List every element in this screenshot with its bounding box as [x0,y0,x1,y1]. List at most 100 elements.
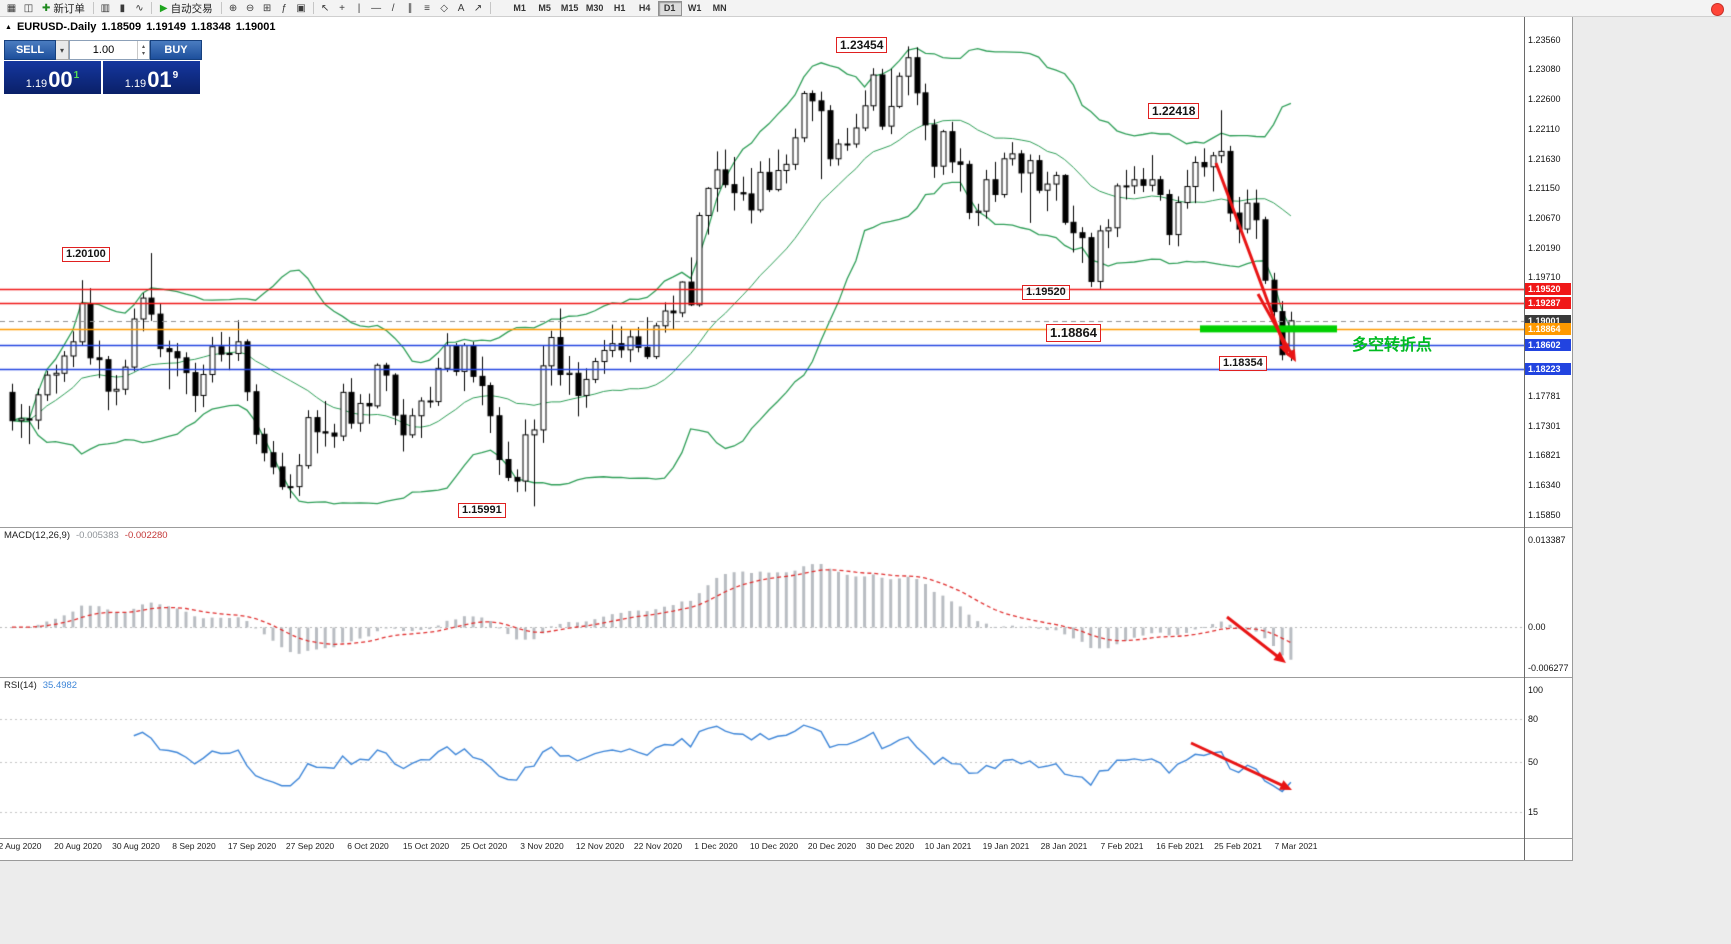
toolbar-separator [312,2,314,14]
line-chart-icon[interactable]: ∿ [135,2,144,14]
price-label-annotation[interactable]: 1.18354 [1219,356,1267,372]
turning-point-note[interactable]: 多空转折点 [1352,337,1433,354]
objects-list-icon[interactable]: ▣ [296,2,306,14]
zoom-out-icon[interactable]: ⊖ [245,2,255,14]
timeframe-h1[interactable]: H1 [613,3,626,13]
order-type-dropdown[interactable]: ▾ [56,40,69,60]
new-order-button[interactable]: ✚ 新订单 [37,1,90,16]
trendline-icon[interactable]: / [391,2,395,14]
date-axis-label: 15 Oct 2020 [402,841,450,851]
chart-profiles-icon[interactable]: ◫ [23,2,34,14]
date-axis-label: 25 Feb 2021 [1214,841,1262,851]
toolbar-separator [150,2,152,14]
bar-chart-icon[interactable]: ▥ [100,2,111,14]
sell-price-pipette: 1 [73,70,80,81]
date-axis-label: 30 Aug 2020 [112,841,160,851]
zoom-in-icon[interactable]: ⊕ [228,2,238,14]
time-axis[interactable] [0,838,1572,859]
panel-separator[interactable] [0,527,1572,528]
timeframe-toolbar: M1 M5 M15 M30 H1 H4 D1 W1 MN [508,0,732,16]
price-axis-label: 1.20670 [1528,212,1561,223]
buy-button[interactable]: BUY [150,40,202,60]
timeframe-m30[interactable]: M30 [585,3,604,13]
price-label-annotation[interactable]: 1.19520 [1022,285,1070,301]
price-axis-label: 1.23560 [1528,34,1561,45]
macd-name: MACD(12,26,9) [4,530,70,541]
autotrading-button[interactable]: ▶ 自动交易 [155,1,218,16]
shapes-icon[interactable]: ◇ [440,2,448,14]
date-axis-label: 10 Jan 2021 [924,841,972,851]
price-axis-tag: 1.18864 [1525,323,1571,336]
macd-axis-label: 0.013387 [1528,535,1566,545]
date-axis-label: 25 Oct 2020 [460,841,508,851]
timeframe-h4[interactable]: H4 [638,3,651,13]
price-chart-canvas[interactable] [0,17,1524,528]
chart-info: ▲ EURUSD-.Daily 1.18509 1.19149 1.18348 … [5,21,275,33]
one-click-trading-panel: SELL ▾ 1.00 ▴ ▾ BUY 1.19 00 1 1.19 01 9 [4,40,202,94]
record-indicator-icon [1711,3,1724,16]
volume-input[interactable]: 1.00 ▴ ▾ [69,40,150,60]
timeframe-mn[interactable]: MN [712,3,727,13]
buy-price-display[interactable]: 1.19 01 9 [103,61,200,94]
timeframe-w1[interactable]: W1 [687,3,702,13]
rsi-panel-canvas[interactable] [0,678,1524,837]
channel-icon[interactable]: ∥ [407,2,413,14]
price-axis-label: 1.21630 [1528,153,1561,164]
rsi-indicator-label: RSI(14) 35.4982 [4,680,77,691]
price-label-annotation[interactable]: 1.22418 [1148,103,1200,120]
price-axis-tag: 1.18223 [1525,362,1571,375]
buy-price-pipette: 9 [172,70,179,81]
timeframe-m1[interactable]: M1 [513,3,526,13]
volume-spinner[interactable]: ▴ ▾ [137,41,149,59]
macd-panel-canvas[interactable] [0,528,1524,677]
rsi-axis-label: 50 [1528,757,1539,767]
spinner-up-icon[interactable]: ▴ [141,44,145,50]
price-label-annotation[interactable]: 1.18864 [1046,324,1101,342]
macd-indicator-label: MACD(12,26,9) -0.005383 -0.002280 [4,530,168,541]
chart-low-value: 1.18348 [190,21,231,33]
autotrading-icon: ▶ [159,2,168,14]
date-axis-label: 8 Sep 2020 [172,841,216,851]
price-axis-label: 1.22110 [1528,124,1560,135]
rsi-value: 35.4982 [42,680,78,691]
price-label-annotation[interactable]: 1.20100 [62,247,110,263]
sell-button[interactable]: SELL [4,40,56,60]
price-axis-tag: 1.19287 [1525,297,1571,310]
price-axis-label: 1.16340 [1528,479,1561,490]
date-axis-label: 22 Nov 2020 [633,841,683,851]
spinner-down-icon[interactable]: ▾ [141,51,145,57]
timeframe-d1[interactable]: D1 [657,0,682,16]
text-icon[interactable]: A [457,2,465,14]
panel-separator[interactable] [0,677,1572,678]
timeframe-m15[interactable]: M15 [560,3,579,13]
vertical-line-icon[interactable]: | [357,2,361,14]
date-axis-label: 16 Feb 2021 [1156,841,1204,851]
chevron-down-icon: ▾ [59,45,64,55]
cursor-icon[interactable]: ↖ [320,2,330,14]
new-order-icon: ✚ [42,2,51,14]
volume-value: 1.00 [92,44,115,56]
price-axis-border [1524,17,1525,860]
candlestick-chart-icon[interactable]: ▮ [119,2,126,14]
date-axis-label: 12 Nov 2020 [575,841,625,851]
date-axis-label: 1 Dec 2020 [694,841,738,851]
new-chart-icon[interactable]: ▦ [6,2,17,14]
arrows-icon[interactable]: ↗ [473,2,483,14]
price-label-annotation[interactable]: 1.23454 [836,37,888,54]
date-axis-label: 27 Sep 2020 [285,841,335,851]
toolbar: ▦ ◫ ✚ 新订单 ▥ ▮ ∿ ▶ 自动交易 ⊕ ⊖ ⊞ ƒ ▣ ↖ + | — / ∥ ≡ ◇ A ↗ M1 M5 M15 M30… [0,0,1731,17]
price-axis-label: 1.21150 [1528,183,1560,194]
price-axis-label: 1.19710 [1528,272,1561,283]
price-axis-tag: 1.18602 [1525,339,1571,352]
price-label-annotation[interactable]: 1.15991 [458,503,506,519]
toolbar-separator [92,2,94,14]
indicators-icon[interactable]: ƒ [281,2,287,14]
tile-windows-icon[interactable]: ⊞ [262,2,272,14]
rsi-axis-label: 80 [1528,713,1539,724]
timeframe-m5[interactable]: M5 [538,3,551,13]
sell-price-display[interactable]: 1.19 00 1 [4,61,101,94]
horizontal-line-icon[interactable]: — [371,2,382,14]
price-axis-label: 1.15850 [1528,509,1561,520]
fibonacci-icon[interactable]: ≡ [424,2,431,14]
crosshair-icon[interactable]: + [339,2,346,14]
